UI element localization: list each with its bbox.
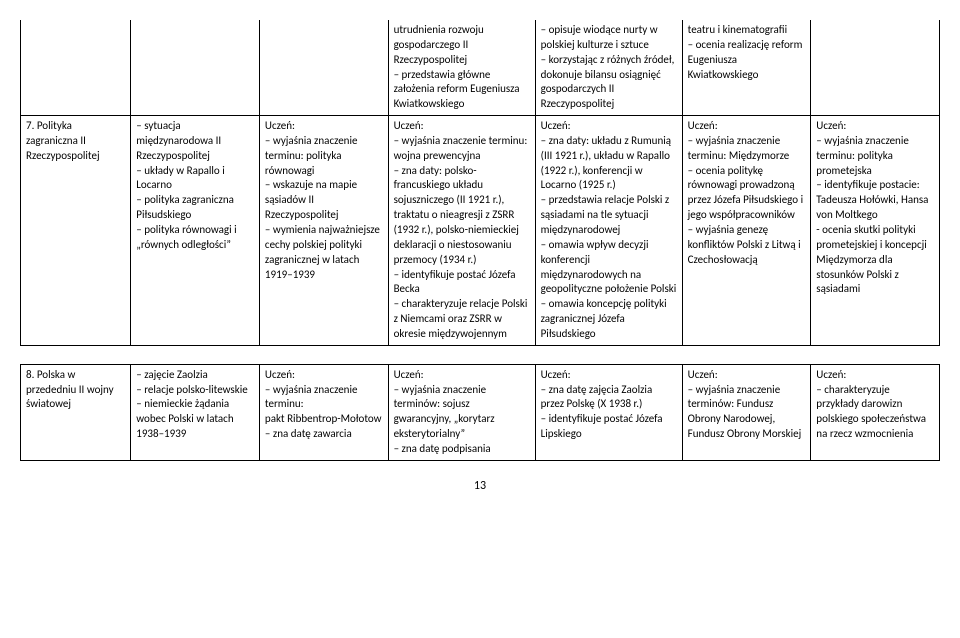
cell-topic: 7. Polityka zagraniczna II Rzeczypospoli… — [21, 116, 131, 346]
cell-content — [259, 20, 388, 116]
cell-content: – opisuje wiodące nurty w polskiej kultu… — [535, 20, 682, 116]
cell-content: Uczeń:– zna daty: układu z Rumunią (III … — [535, 116, 682, 346]
cell-content: Uczeń:– charakteryzuje przykłady darowiz… — [811, 364, 940, 460]
cell-content: – sytuacja międzynarodowa II Rzeczypospo… — [131, 116, 260, 346]
table-row: 7. Polityka zagraniczna II Rzeczypospoli… — [21, 116, 940, 346]
cell-content — [811, 20, 940, 116]
cell-topic — [21, 20, 131, 116]
cell-content: Uczeń:– wyjaśnia znaczenie terminu:wojna… — [388, 116, 535, 346]
cell-content: Uczeń:– zna datę zajęcia Zaolzia przez P… — [535, 364, 682, 460]
curriculum-table-1: utrudnienia rozwoju gospodarczego II Rze… — [20, 20, 940, 346]
cell-content — [131, 20, 260, 116]
table-row: utrudnienia rozwoju gospodarczego II Rze… — [21, 20, 940, 116]
cell-content: Uczeń:– wyjaśnia znaczenie terminów: soj… — [388, 364, 535, 460]
cell-topic: 8. Polska w przededniu II wojny światowe… — [21, 364, 131, 460]
curriculum-table-2: 8. Polska w przededniu II wojny światowe… — [20, 364, 940, 461]
table-row: 8. Polska w przededniu II wojny światowe… — [21, 364, 940, 460]
cell-content: utrudnienia rozwoju gospodarczego II Rze… — [388, 20, 535, 116]
page-number: 13 — [20, 479, 940, 493]
cell-content: – zajęcie Zaolzia– relacje polsko-litews… — [131, 364, 260, 460]
cell-content: teatru i kinematografii– ocenia realizac… — [682, 20, 811, 116]
cell-content: Uczeń:– wyjaśnia znaczenie terminu: Międ… — [682, 116, 811, 346]
cell-content: Uczeń:– wyjaśnia znaczenie terminu:pakt … — [259, 364, 388, 460]
cell-content: Uczeń:– wyjaśnia znaczenie terminów: Fun… — [682, 364, 811, 460]
cell-content: Uczeń:– wyjaśnia znaczenie terminu: poli… — [259, 116, 388, 346]
cell-content: Uczeń:– wyjaśnia znaczenie terminu: poli… — [811, 116, 940, 346]
